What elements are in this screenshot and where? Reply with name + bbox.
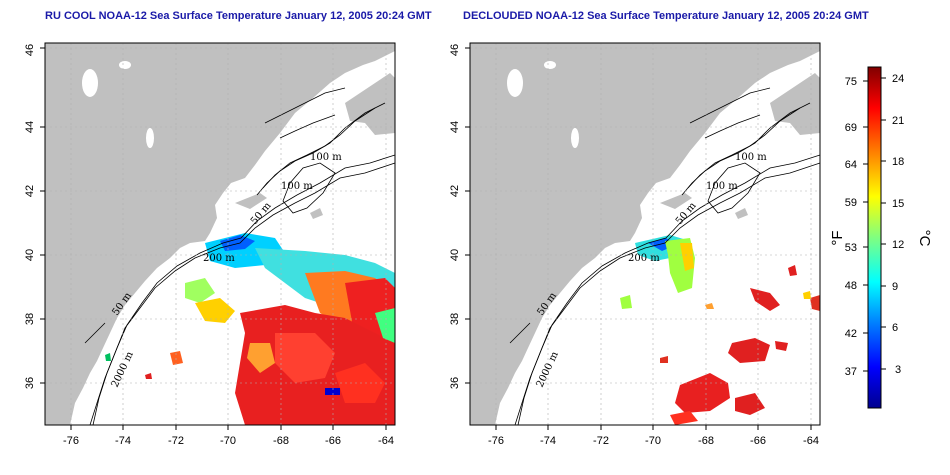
y-tick-label: 46 (24, 44, 36, 56)
panel-left-title: RU COOL NOAA-12 Sea Surface Temperature … (45, 10, 432, 22)
y-tick-label: 44 (24, 121, 36, 133)
colorbar-c-tick: 12 (892, 239, 904, 251)
x-tick-label: -74 (115, 435, 131, 447)
panel-right-title: DECLOUDED NOAA-12 Sea Surface Temperatur… (463, 10, 869, 22)
y-tick-label: 46 (449, 44, 461, 56)
colorbar-f-tick: 69 (845, 122, 857, 134)
y-tick-label: 36 (24, 377, 36, 389)
colorbar-f-tick: 75 (845, 76, 857, 88)
contour-label: 100 m (706, 181, 738, 192)
colorbar-f-tick: 48 (845, 280, 857, 292)
x-tick-label: -70 (645, 435, 661, 447)
contour-label: 100 m (281, 181, 313, 192)
x-tick-label: -76 (488, 435, 504, 447)
colorbar-c-tick: 21 (892, 115, 904, 127)
contour-label: 200 m (203, 253, 235, 264)
contour-label: 200 m (628, 253, 660, 264)
panel-left: 100 m 100 m 50 m 200 m 50 m 2000 m (44, 42, 396, 426)
x-tick-label: -68 (698, 435, 714, 447)
colorbar-f-tick: 42 (845, 328, 857, 340)
colorbar-c-tick: 3 (895, 364, 901, 376)
colorbar-fahrenheit-unit: °F (829, 230, 846, 245)
contour-label: 100 m (310, 152, 342, 163)
colorbar-f-tick: 53 (845, 242, 857, 254)
x-tick-label: -68 (273, 435, 289, 447)
colorbar-f-tick: 37 (845, 366, 857, 378)
x-tick-label: -66 (750, 435, 766, 447)
y-axis-left: 36 38 40 42 44 46 (24, 44, 45, 389)
colorbar-scale (867, 66, 882, 409)
colorbar-c-tick: 24 (892, 73, 904, 85)
x-axis-right: -76 -74 -72 -70 -68 -66 -64 (488, 425, 819, 447)
colorbar-c-tick: 6 (892, 322, 898, 334)
colorbar-c-tick: 15 (892, 198, 904, 210)
colorbar-c-tick: 18 (892, 156, 904, 168)
colorbar: 75 69 64 59 53 48 42 37 24 21 18 15 12 9… (829, 66, 933, 409)
x-tick-label: -76 (63, 435, 79, 447)
x-tick-label: -72 (593, 435, 609, 447)
x-tick-label: -74 (540, 435, 556, 447)
x-tick-label: -64 (803, 435, 819, 447)
y-tick-label: 38 (24, 313, 36, 325)
panel-frame (44, 42, 396, 426)
y-tick-label: 40 (24, 249, 36, 261)
panel-right: 100 m 100 m 50 m 200 m 50 m 2000 m (469, 42, 821, 426)
y-tick-label: 36 (449, 377, 461, 389)
colorbar-f-tick: 59 (845, 197, 857, 209)
y-tick-label: 40 (449, 249, 461, 261)
y-tick-label: 42 (449, 185, 461, 197)
colorbar-celsius-unit: °C (916, 230, 933, 247)
contour-label: 100 m (735, 152, 767, 163)
colorbar-f-tick: 64 (845, 159, 857, 171)
x-tick-label: -70 (220, 435, 236, 447)
panel-frame (469, 42, 821, 426)
x-tick-label: -66 (325, 435, 341, 447)
x-tick-label: -72 (168, 435, 184, 447)
x-tick-label: -64 (378, 435, 394, 447)
y-tick-label: 42 (24, 185, 36, 197)
y-axis-right: 36 38 40 42 44 46 (449, 44, 470, 389)
y-tick-label: 44 (449, 121, 461, 133)
y-tick-label: 38 (449, 313, 461, 325)
colorbar-c-tick: 9 (892, 281, 898, 293)
x-axis-left: -76 -74 -72 -70 -68 -66 -64 (63, 425, 394, 447)
